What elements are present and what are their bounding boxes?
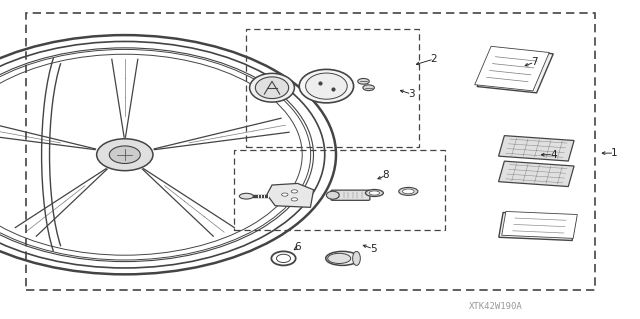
Text: 1: 1 (611, 148, 618, 158)
Ellipse shape (353, 251, 360, 265)
Ellipse shape (399, 188, 418, 195)
Ellipse shape (363, 85, 374, 91)
Text: 2: 2 (431, 54, 437, 64)
Text: 4: 4 (550, 150, 557, 160)
Ellipse shape (250, 73, 294, 102)
Ellipse shape (326, 251, 359, 265)
Polygon shape (502, 211, 577, 238)
Ellipse shape (276, 254, 291, 263)
Ellipse shape (291, 190, 298, 193)
Ellipse shape (271, 251, 296, 265)
FancyBboxPatch shape (331, 190, 370, 200)
Ellipse shape (239, 193, 253, 199)
Polygon shape (499, 212, 577, 241)
Text: 6: 6 (294, 242, 301, 252)
Ellipse shape (403, 189, 414, 194)
Polygon shape (499, 161, 574, 187)
Bar (246, 29, 419, 147)
Ellipse shape (369, 191, 380, 195)
Ellipse shape (328, 253, 351, 263)
Ellipse shape (326, 191, 339, 199)
Polygon shape (499, 136, 574, 161)
Ellipse shape (291, 198, 298, 201)
Ellipse shape (255, 77, 289, 99)
Text: 3: 3 (408, 89, 415, 99)
Text: 8: 8 (383, 170, 389, 181)
Polygon shape (475, 46, 549, 91)
Text: 7: 7 (531, 57, 538, 67)
Text: 5: 5 (370, 244, 376, 254)
Text: XTK42W190A: XTK42W190A (469, 302, 523, 311)
Ellipse shape (109, 146, 140, 164)
Polygon shape (477, 48, 553, 93)
Ellipse shape (358, 78, 369, 84)
Ellipse shape (282, 193, 288, 196)
Polygon shape (267, 183, 314, 207)
Bar (26, 13, 595, 290)
Ellipse shape (365, 189, 383, 197)
Bar (234, 150, 445, 230)
Ellipse shape (97, 139, 153, 171)
Ellipse shape (306, 73, 347, 99)
Ellipse shape (300, 69, 353, 103)
